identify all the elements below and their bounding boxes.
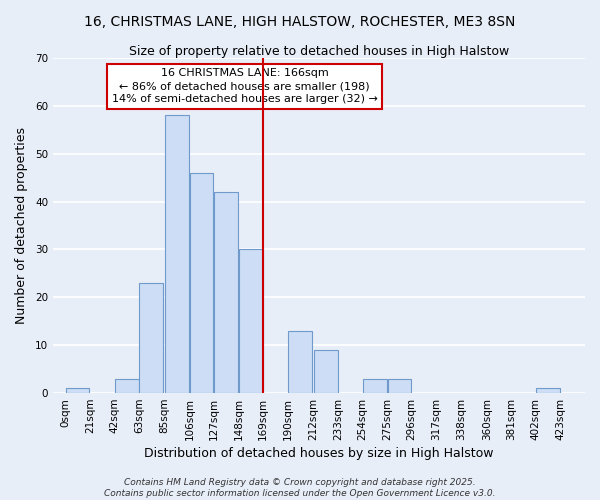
Bar [363, 378, 386, 393]
Bar [65, 388, 89, 393]
X-axis label: Distribution of detached houses by size in High Halstow: Distribution of detached houses by size … [144, 447, 494, 460]
Bar [314, 350, 338, 393]
Bar [165, 116, 189, 393]
Bar [214, 192, 238, 393]
Bar [139, 283, 163, 393]
Text: Contains HM Land Registry data © Crown copyright and database right 2025.
Contai: Contains HM Land Registry data © Crown c… [104, 478, 496, 498]
Bar [239, 250, 263, 393]
Bar [190, 173, 214, 393]
Bar [288, 331, 312, 393]
Text: 16 CHRISTMAS LANE: 166sqm
← 86% of detached houses are smaller (198)
14% of semi: 16 CHRISTMAS LANE: 166sqm ← 86% of detac… [112, 68, 377, 104]
Bar [388, 378, 411, 393]
Bar [115, 378, 139, 393]
Title: Size of property relative to detached houses in High Halstow: Size of property relative to detached ho… [129, 45, 509, 58]
Bar [536, 388, 560, 393]
Y-axis label: Number of detached properties: Number of detached properties [15, 127, 28, 324]
Text: 16, CHRISTMAS LANE, HIGH HALSTOW, ROCHESTER, ME3 8SN: 16, CHRISTMAS LANE, HIGH HALSTOW, ROCHES… [85, 15, 515, 29]
